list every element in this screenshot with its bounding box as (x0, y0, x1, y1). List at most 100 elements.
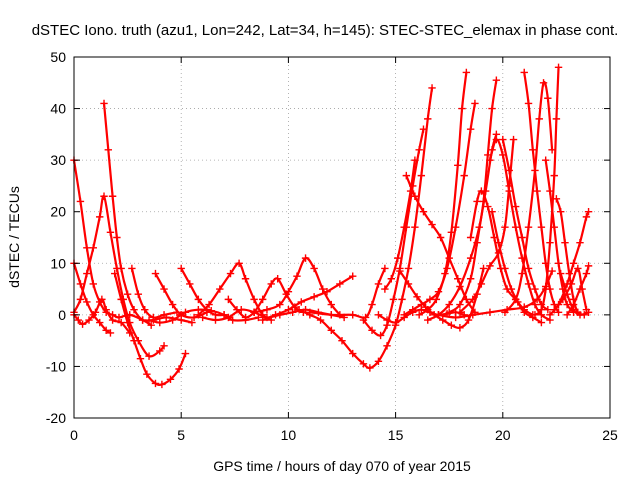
data-point-marker (567, 280, 576, 288)
data-point-marker (102, 326, 110, 335)
data-point-marker (460, 171, 468, 180)
x-tick-label: 25 (602, 427, 618, 443)
series-arc-7 (128, 264, 181, 322)
series-arc-39 (550, 264, 591, 314)
data-point-marker (550, 223, 558, 231)
data-point-marker (537, 223, 546, 231)
data-point-marker (471, 99, 479, 108)
data-point-marker (89, 280, 97, 288)
data-point-marker (98, 295, 106, 304)
data-point-marker (576, 285, 584, 293)
data-point-marker (499, 135, 507, 144)
data-point-marker (134, 290, 143, 298)
data-point-marker (115, 313, 123, 322)
data-point-marker (428, 220, 436, 229)
data-point-marker (226, 269, 235, 278)
data-point-marker (518, 269, 526, 278)
plot-frame (73, 56, 611, 419)
data-point-marker (537, 306, 546, 314)
data-point-marker (424, 316, 432, 324)
data-point-marker (550, 306, 558, 314)
data-point-marker (323, 287, 331, 296)
data-point-marker (445, 308, 453, 316)
data-point-marker (479, 264, 488, 273)
data-point-marker (524, 264, 533, 273)
data-point-marker (205, 300, 213, 309)
data-point-marker (445, 300, 453, 309)
x-axis-label: GPS time / hours of day 070 of year 2015 (213, 458, 471, 474)
data-point-marker (552, 195, 561, 203)
data-point-marker (419, 125, 428, 133)
data-point-marker (499, 151, 507, 159)
data-point-marker (104, 146, 113, 154)
data-point-marker (366, 364, 374, 372)
data-point-marker (160, 311, 168, 319)
data-point-marker (398, 295, 406, 304)
data-point-marker (582, 269, 591, 278)
chart-title: dSTEC Iono. truth (azu1, Lon=242, Lat=34… (32, 22, 619, 39)
data-point-marker (130, 336, 138, 345)
data-point-marker (582, 213, 591, 221)
data-point-marker (310, 293, 318, 301)
y-tick-label: -10 (46, 358, 66, 374)
data-point-marker (486, 262, 494, 270)
data-point-marker (529, 146, 537, 154)
data-point-marker (458, 104, 466, 113)
x-tick-label: 10 (281, 427, 297, 443)
data-point-marker (327, 311, 335, 319)
data-point-marker (113, 233, 121, 242)
data-point-marker (535, 115, 543, 123)
data-point-marker (276, 300, 284, 309)
data-point-marker (168, 300, 177, 309)
series-arc-6 (111, 269, 190, 389)
data-point-marker (426, 295, 434, 304)
data-point-marker (136, 354, 145, 363)
data-point-marker (419, 208, 428, 216)
data-point-marker (531, 300, 539, 309)
data-point-marker (368, 326, 376, 335)
data-point-marker (550, 171, 558, 180)
x-tick-label: 0 (70, 427, 78, 443)
data-point-marker (288, 308, 297, 316)
data-point-marker (83, 244, 91, 252)
data-point-marker (186, 280, 194, 288)
data-point-marker (531, 285, 539, 293)
data-point-marker (424, 115, 432, 123)
data-point-marker (327, 326, 335, 335)
data-point-marker (518, 233, 526, 242)
data-point-marker (511, 223, 520, 231)
data-point-marker (198, 313, 207, 322)
data-point-marker (544, 94, 552, 102)
data-point-marker (349, 349, 357, 358)
data-point-marker (531, 311, 539, 319)
data-point-marker (177, 264, 185, 273)
data-point-marker (233, 306, 241, 314)
data-point-marker (563, 290, 571, 298)
data-point-marker (284, 287, 293, 296)
data-point-marker (511, 202, 520, 211)
data-point-marker (466, 233, 475, 242)
data-point-marker (561, 238, 569, 247)
data-point-marker (413, 293, 421, 301)
data-point-marker (220, 311, 228, 319)
series-arc-30 (486, 135, 554, 324)
data-point-marker (273, 275, 282, 283)
data-point-marker (258, 316, 267, 324)
data-point-marker (456, 324, 464, 332)
data-point-marker (368, 300, 376, 309)
data-point-marker (511, 295, 520, 304)
data-point-marker (447, 321, 456, 329)
data-point-marker (293, 272, 301, 280)
data-point-marker (404, 264, 413, 273)
data-point-marker (123, 318, 132, 327)
data-point-marker (207, 307, 215, 315)
data-point-marker (584, 262, 593, 270)
data-point-marker (241, 313, 250, 322)
data-point-marker (106, 329, 115, 337)
data-point-marker (441, 269, 449, 278)
data-point-marker (524, 280, 533, 288)
data-point-marker (488, 208, 496, 216)
data-point-marker (505, 187, 513, 195)
data-point-marker (381, 285, 389, 293)
series-arc-31 (488, 208, 546, 327)
